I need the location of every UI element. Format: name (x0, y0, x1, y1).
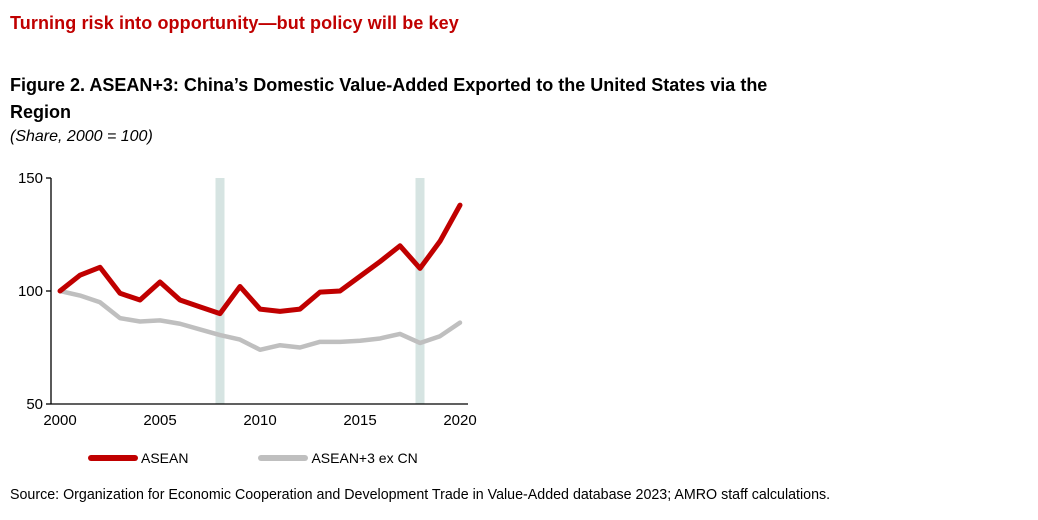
figure-title: Figure 2. ASEAN+3: China’s Domestic Valu… (10, 72, 767, 126)
x-tick-label-2020: 2020 (443, 412, 476, 429)
y-tick-label-50: 50 (26, 396, 43, 413)
highlight-band-2008 (215, 178, 225, 404)
legend-label-asean3-ex-cn: ASEAN+3 ex CN (311, 450, 418, 466)
legend-item-asean: ASEAN (88, 450, 188, 466)
x-tick-label-2010: 2010 (243, 412, 276, 429)
series-line-asean-3-ex-cn (57, 288, 463, 353)
legend-item-asean3-ex-cn: ASEAN+3 ex CN (258, 450, 418, 466)
y-tick-label-150: 150 (18, 170, 43, 187)
x-tick-label-2000: 2000 (43, 412, 76, 429)
figure-title-line1: Figure 2. ASEAN+3: China’s Domestic Valu… (10, 75, 768, 95)
highlight-band-2018 (415, 178, 425, 404)
chart-legend: ASEAN ASEAN+3 ex CN (88, 450, 418, 466)
section-header: Turning risk into opportunity—but policy… (10, 13, 459, 33)
x-tick-label-2005: 2005 (143, 412, 176, 429)
legend-label-asean: ASEAN (141, 450, 189, 466)
source-note: Source: Organization for Economic Cooper… (10, 486, 831, 503)
asean-line-swatch (88, 455, 138, 461)
figure-subtitle: (Share, 2000 = 100) (10, 128, 153, 145)
series-line-asean (57, 202, 463, 317)
asean3-ex-cn-line-swatch (258, 455, 309, 461)
figure-title-line2: Region (10, 102, 71, 122)
y-tick-label-100: 100 (18, 283, 43, 300)
x-tick-label-2015: 2015 (343, 412, 376, 429)
